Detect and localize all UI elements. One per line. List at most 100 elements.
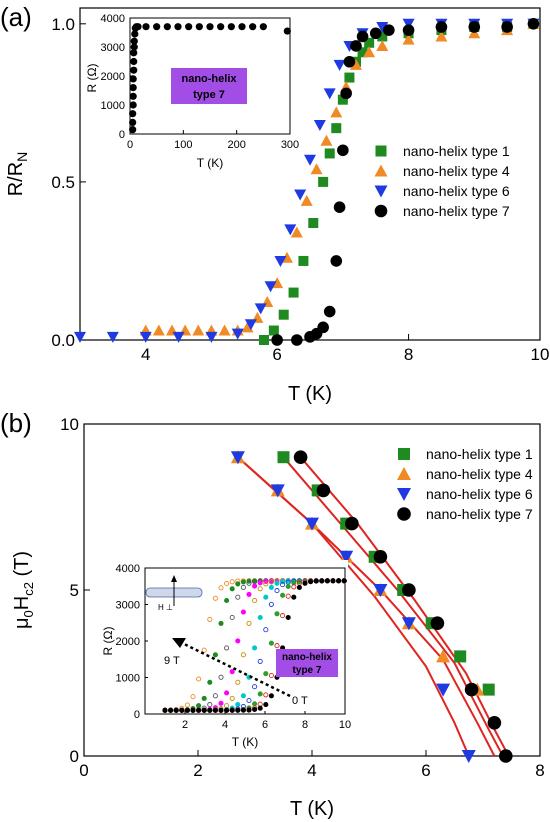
- inset-curve-point: [268, 672, 274, 679]
- panel-b-legend: nano-helix type 1 nano-helix type 4 nano-h…: [397, 446, 533, 522]
- data-point: [340, 87, 352, 100]
- inset-curve-point: [268, 640, 274, 646]
- inset-curve-point: [291, 584, 297, 590]
- y-tick-label: 10: [60, 415, 79, 434]
- inset-curve-point: [184, 702, 190, 708]
- data-point: [293, 450, 308, 465]
- panel-a-legend: nano-helix type 1 nano-helix type 4 nano-h…: [374, 143, 510, 219]
- field-sweep-arrowhead-icon: [172, 638, 186, 648]
- legend-entry-label: nano-helix type 1: [426, 446, 533, 462]
- panel-a-inset-badge-line2: type 7: [193, 89, 225, 101]
- panel-b-inset-badge-line2: type 7: [293, 665, 322, 676]
- inset-curve-point: [330, 578, 336, 584]
- inset-curve-point: [268, 579, 274, 585]
- legend-entry-label: nano-helix type 4: [403, 163, 510, 179]
- inset-curve-point: [285, 583, 291, 590]
- inset-curve-point: [196, 707, 202, 713]
- inset-data-point: [249, 23, 257, 31]
- panel-a-inset-series: [129, 23, 291, 134]
- inset-data-point: [129, 101, 137, 109]
- inset-curve-point: [257, 580, 263, 586]
- legend-marker: [398, 448, 410, 460]
- data-point: [350, 58, 362, 70]
- data-point: [318, 176, 329, 187]
- legend-marker: [374, 185, 388, 198]
- inset-curve-point: [207, 616, 213, 622]
- inset-curve-point: [218, 700, 224, 706]
- inset-curve-point: [190, 694, 196, 700]
- panel-a-series: [74, 17, 540, 346]
- inset-curve-point: [246, 620, 252, 626]
- inset-curve-point: [224, 580, 230, 587]
- data-point: [205, 331, 218, 343]
- panel-b-x-axis-label: T (K): [290, 798, 334, 820]
- inset-curve-point: [229, 586, 235, 592]
- inset-curve-point: [280, 613, 286, 619]
- data-point: [436, 683, 451, 697]
- inset-curve-point: [263, 702, 269, 708]
- inset-curve-point: [336, 578, 342, 584]
- x-tick-label: 4: [222, 719, 228, 731]
- inset-curve-point: [212, 652, 218, 658]
- data-point: [363, 46, 376, 58]
- legend-entry-label: nano-helix type 1: [403, 143, 510, 159]
- inset-data-point: [206, 23, 214, 31]
- data-point: [284, 224, 297, 236]
- data-point: [324, 148, 335, 159]
- data-point: [435, 21, 448, 33]
- inset-curve-point: [201, 707, 207, 713]
- data-point: [337, 94, 348, 105]
- legend-entry-label: nano-helix type 6: [426, 486, 533, 502]
- panel-a-y-ticks: 0.0 0.5 1.0: [51, 15, 86, 350]
- x-tick-label: 0: [79, 761, 88, 780]
- inset-curve-point: [252, 597, 258, 604]
- data-point: [454, 650, 467, 663]
- inset-data-point: [130, 43, 138, 51]
- data-point: [357, 47, 368, 58]
- data-point: [333, 201, 346, 213]
- data-point: [254, 303, 267, 315]
- data-point: [291, 334, 303, 346]
- panel-b-inset-x-label: T (K): [232, 735, 258, 749]
- data-point: [294, 189, 307, 201]
- inset-curve-point: [274, 588, 280, 594]
- inset-curve-point: [218, 674, 224, 680]
- data-point: [304, 154, 316, 166]
- data-point: [369, 27, 382, 40]
- x-tick-label: 6: [272, 345, 281, 364]
- data-point: [259, 335, 269, 345]
- panel-b-y-axis-label: μ0Hc2 (T): [11, 551, 36, 629]
- inset-curve-point: [229, 614, 235, 621]
- inset-curve-point: [229, 579, 235, 585]
- inset-curve-point: [235, 679, 241, 685]
- panel-a-y-axis-label: R/RN: [5, 152, 30, 197]
- inset-curve-point: [212, 595, 218, 601]
- data-point: [345, 516, 359, 531]
- inset-curve-point: [201, 647, 207, 653]
- inset-curve-point: [257, 705, 263, 711]
- y-tick-label: 0.5: [51, 173, 75, 192]
- inset-curve-point: [207, 679, 213, 685]
- inset-curve-point: [252, 706, 258, 713]
- inset-curve-point: [201, 695, 207, 701]
- data-point: [402, 33, 415, 45]
- y-tick-label: 1000: [101, 100, 125, 112]
- data-point: [343, 55, 356, 68]
- data-point: [316, 483, 331, 498]
- arrow-start-label: 9 T: [164, 655, 180, 667]
- x-tick-label: 8: [302, 719, 308, 731]
- inset-curve-point: [296, 579, 302, 585]
- x-tick-label: 100: [174, 139, 192, 151]
- data-point: [430, 616, 445, 630]
- inset-curve-point: [257, 614, 263, 621]
- x-tick-label: 8: [535, 761, 544, 780]
- inset-curve-point: [212, 693, 218, 699]
- y-tick-label: 4000: [116, 563, 140, 575]
- data-point: [152, 324, 165, 336]
- inset-curve-point: [252, 645, 258, 651]
- inset-curve-point: [280, 592, 286, 598]
- inset-curve-point: [263, 594, 269, 600]
- inset-curve-point: [207, 702, 213, 708]
- data-point: [230, 451, 245, 465]
